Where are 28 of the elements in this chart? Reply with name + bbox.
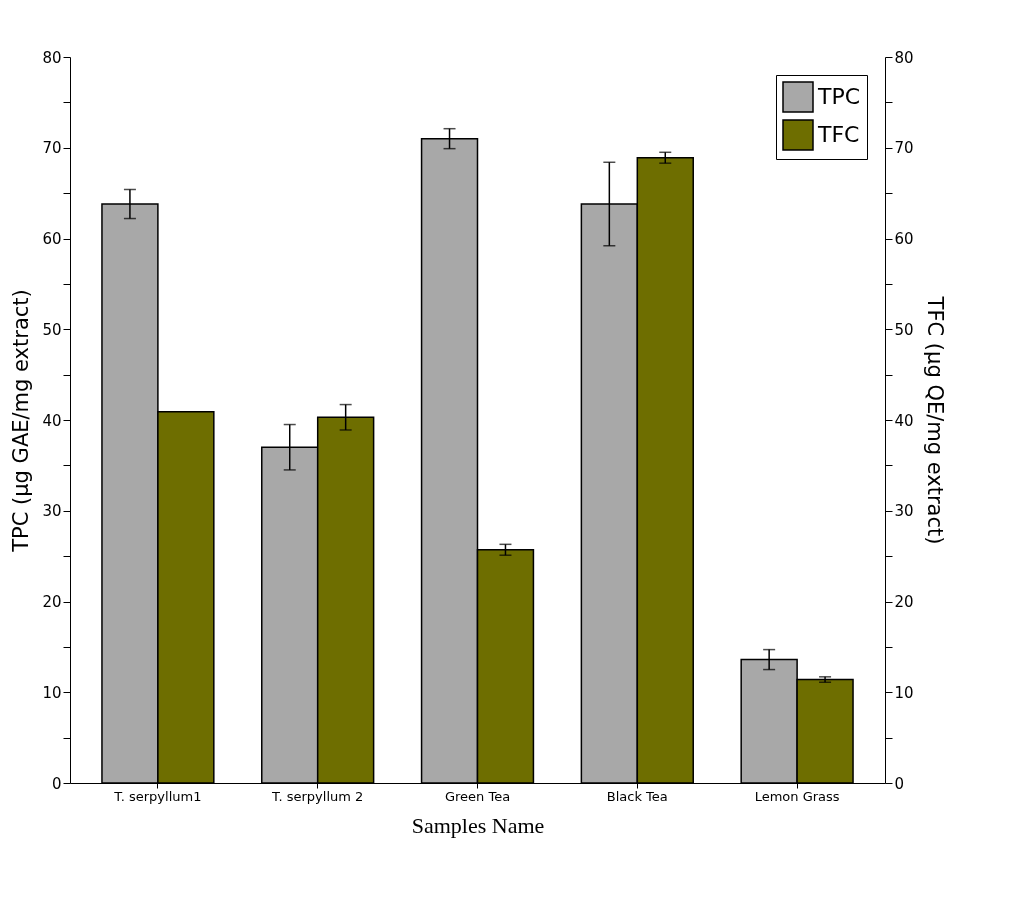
y-tick-label: 30 [42, 502, 62, 521]
y-tick-label: 40 [42, 411, 62, 430]
y-tick-label: 60 [42, 230, 62, 248]
legend-label: TPC [817, 84, 861, 109]
y2-tick-label: 20 [894, 593, 914, 611]
x-tick-label: T. serpyllum 2 [271, 788, 364, 804]
y-tick-label: 10 [42, 683, 62, 702]
y2-tick-label: 40 [894, 411, 914, 430]
x-tick-label: Black Tea [606, 788, 668, 804]
y2-tick-label: 60 [894, 230, 914, 248]
y-tick-label: 20 [42, 593, 62, 611]
y-axis-title: TPC (µg GAE/mg extract) [9, 289, 34, 553]
y2-tick-label: 0 [894, 774, 905, 793]
x-tick-label: Lemon Grass [754, 788, 840, 804]
y2-tick-label: 50 [894, 320, 914, 339]
x-tick-label: T. serpyllum1 [113, 788, 202, 804]
x-axis-title: Samples Name [411, 812, 545, 838]
y-tick-label: 50 [42, 320, 62, 339]
y-tick-label: 80 [42, 48, 62, 67]
y-tick-label: 70 [42, 139, 62, 158]
legend-label: TFC [817, 122, 860, 147]
y2-tick-label: 70 [894, 139, 914, 158]
y2-tick-label: 80 [894, 48, 914, 67]
y2-tick-label: 10 [894, 683, 914, 702]
y2-tick-label: 30 [894, 502, 914, 521]
x-tick-label: Green Tea [444, 788, 511, 804]
y-tick-label: 0 [51, 774, 62, 793]
y2-axis-title: TFC (µg QE/mg extract) [922, 295, 947, 545]
